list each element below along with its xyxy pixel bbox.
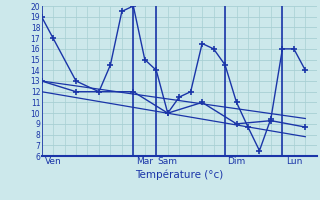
- X-axis label: Température (°c): Température (°c): [135, 169, 223, 180]
